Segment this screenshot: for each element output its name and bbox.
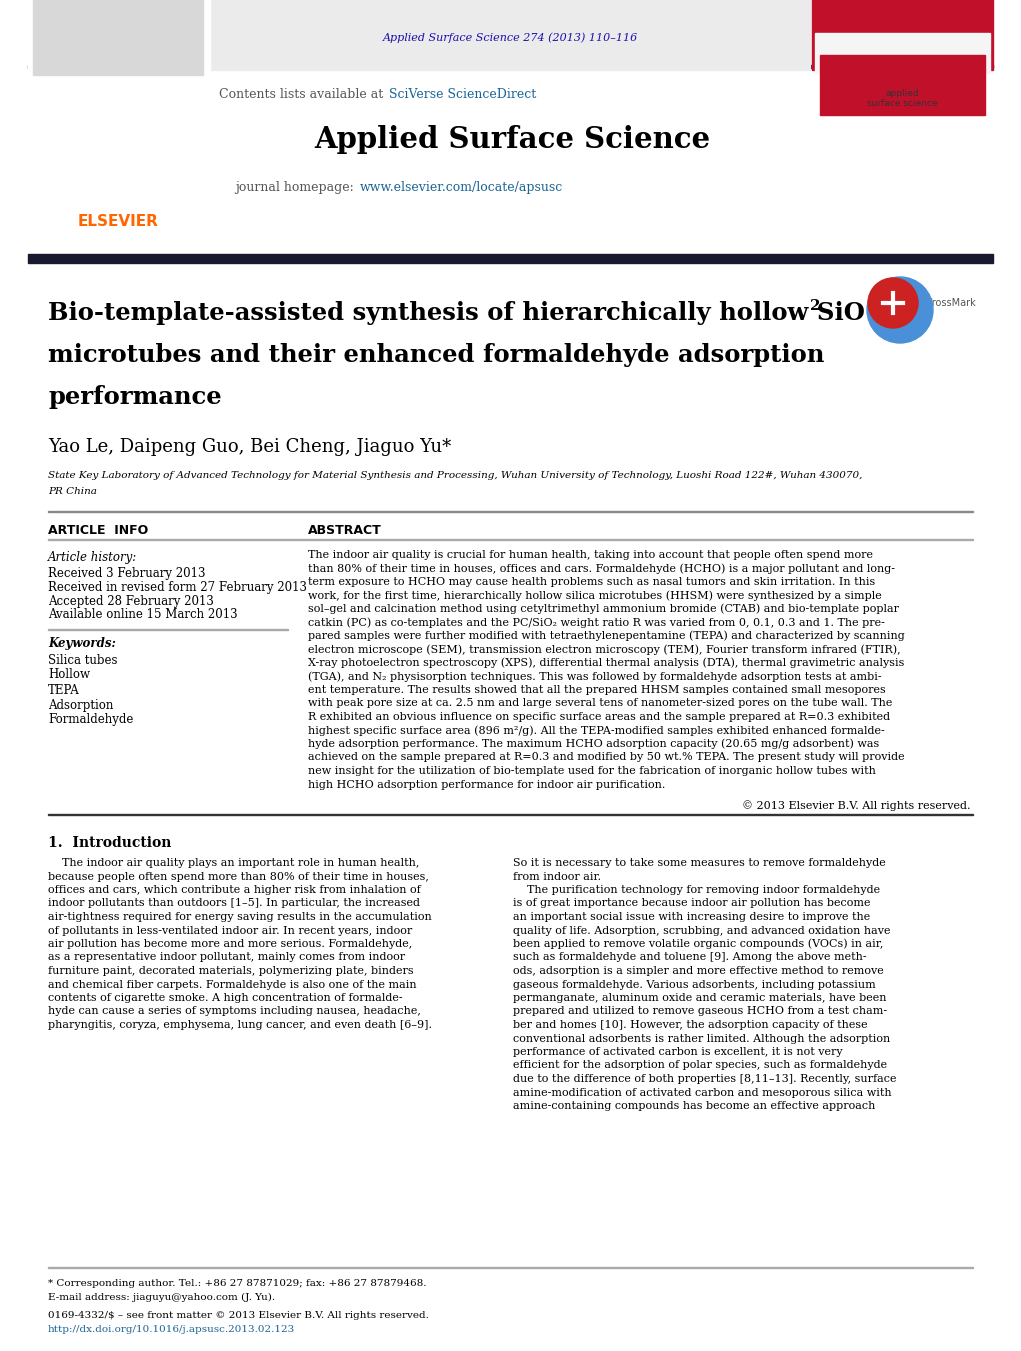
Text: than 80% of their time in houses, offices and cars. Formaldehyde (HCHO) is a maj: than 80% of their time in houses, office… xyxy=(308,563,895,574)
Text: permanganate, aluminum oxide and ceramic materials, have been: permanganate, aluminum oxide and ceramic… xyxy=(513,993,886,1002)
Text: R exhibited an obvious influence on specific surface areas and the sample prepar: R exhibited an obvious influence on spec… xyxy=(308,712,890,721)
Text: furniture paint, decorated materials, polymerizing plate, binders: furniture paint, decorated materials, po… xyxy=(48,966,414,975)
Text: The indoor air quality is crucial for human health, taking into account that peo: The indoor air quality is crucial for hu… xyxy=(308,550,873,561)
Text: pharyngitis, coryza, emphysema, lung cancer, and even death [6–9].: pharyngitis, coryza, emphysema, lung can… xyxy=(48,1020,432,1029)
Text: because people often spend more than 80% of their time in houses,: because people often spend more than 80%… xyxy=(48,871,429,881)
Text: Yao Le, Daipeng Guo, Bei Cheng, Jiaguo Yu*: Yao Le, Daipeng Guo, Bei Cheng, Jiaguo Y… xyxy=(48,438,451,457)
Text: ELSEVIER: ELSEVIER xyxy=(78,215,158,230)
Text: Formaldehyde: Formaldehyde xyxy=(48,713,134,727)
Text: catkin (PC) as co-templates and the PC/SiO₂ weight ratio R was varied from 0, 0.: catkin (PC) as co-templates and the PC/S… xyxy=(308,617,885,628)
Bar xyxy=(28,65,993,68)
Text: from indoor air.: from indoor air. xyxy=(513,871,601,881)
Text: hyde can cause a series of symptoms including nausea, headache,: hyde can cause a series of symptoms incl… xyxy=(48,1006,421,1016)
Text: SciVerse ScienceDirect: SciVerse ScienceDirect xyxy=(389,89,536,101)
Text: amine-modification of activated carbon and mesoporous silica with: amine-modification of activated carbon a… xyxy=(513,1088,891,1097)
Text: pared samples were further modified with tetraethylenepentamine (TEPA) and chara: pared samples were further modified with… xyxy=(308,631,905,642)
Text: Keywords:: Keywords: xyxy=(48,638,115,650)
Text: ARTICLE  INFO: ARTICLE INFO xyxy=(48,523,148,536)
Text: E-mail address: jiaguyu@yahoo.com (J. Yu).: E-mail address: jiaguyu@yahoo.com (J. Yu… xyxy=(48,1293,275,1301)
Text: Hollow: Hollow xyxy=(48,669,90,681)
Text: of pollutants in less-ventilated indoor air. In recent years, indoor: of pollutants in less-ventilated indoor … xyxy=(48,925,412,935)
Text: due to the difference of both properties [8,11–13]. Recently, surface: due to the difference of both properties… xyxy=(513,1074,896,1084)
Bar xyxy=(815,32,990,73)
Text: journal homepage:: journal homepage: xyxy=(235,181,358,195)
Text: highest specific surface area (896 m²/g). All the TEPA-modified samples exhibite: highest specific surface area (896 m²/g)… xyxy=(308,725,885,736)
Text: ber and homes [10]. However, the adsorption capacity of these: ber and homes [10]. However, the adsorpt… xyxy=(513,1020,868,1029)
Text: quality of life. Adsorption, scrubbing, and advanced oxidation have: quality of life. Adsorption, scrubbing, … xyxy=(513,925,890,935)
Text: term exposure to HCHO may cause health problems such as nasal tumors and skin ir: term exposure to HCHO may cause health p… xyxy=(308,577,875,586)
Bar xyxy=(210,0,810,70)
Text: gaseous formaldehyde. Various adsorbents, including potassium: gaseous formaldehyde. Various adsorbents… xyxy=(513,979,876,989)
Text: 0169-4332/$ – see front matter © 2013 Elsevier B.V. All rights reserved.: 0169-4332/$ – see front matter © 2013 El… xyxy=(48,1312,429,1320)
Text: X-ray photoelectron spectroscopy (XPS), differential thermal analysis (DTA), the: X-ray photoelectron spectroscopy (XPS), … xyxy=(308,658,905,669)
Text: been applied to remove volatile organic compounds (VOCs) in air,: been applied to remove volatile organic … xyxy=(513,939,883,950)
Text: State Key Laboratory of Advanced Technology for Material Synthesis and Processin: State Key Laboratory of Advanced Technol… xyxy=(48,471,863,481)
Text: ABSTRACT: ABSTRACT xyxy=(308,523,382,536)
Text: The indoor air quality plays an important role in human health,: The indoor air quality plays an importan… xyxy=(48,858,420,867)
Bar xyxy=(28,0,210,70)
Text: work, for the first time, hierarchically hollow silica microtubes (HHSM) were sy: work, for the first time, hierarchically… xyxy=(308,590,882,601)
Text: Accepted 28 February 2013: Accepted 28 February 2013 xyxy=(48,594,213,608)
Text: an important social issue with increasing desire to improve the: an important social issue with increasin… xyxy=(513,912,870,921)
Text: achieved on the sample prepared at R=0.3 and modified by 50 wt.% TEPA. The prese: achieved on the sample prepared at R=0.3… xyxy=(308,753,905,762)
Text: high HCHO adsorption performance for indoor air purification.: high HCHO adsorption performance for ind… xyxy=(308,780,666,789)
Text: Article history:: Article history: xyxy=(48,551,137,565)
Bar xyxy=(812,0,993,70)
Text: air pollution has become more and more serious. Formaldehyde,: air pollution has become more and more s… xyxy=(48,939,412,948)
Text: www.elsevier.com/locate/apsusc: www.elsevier.com/locate/apsusc xyxy=(360,181,564,195)
Bar xyxy=(48,813,973,815)
Text: So it is necessary to take some measures to remove formaldehyde: So it is necessary to take some measures… xyxy=(513,858,886,867)
Text: ent temperature. The results showed that all the prepared HHSM samples contained: ent temperature. The results showed that… xyxy=(308,685,886,694)
Text: prepared and utilized to remove gaseous HCHO from a test cham-: prepared and utilized to remove gaseous … xyxy=(513,1006,887,1016)
Text: © 2013 Elsevier B.V. All rights reserved.: © 2013 Elsevier B.V. All rights reserved… xyxy=(741,801,970,812)
Text: amine-containing compounds has become an effective approach: amine-containing compounds has become an… xyxy=(513,1101,875,1111)
Bar xyxy=(28,254,993,263)
Text: Applied Surface Science 274 (2013) 110–116: Applied Surface Science 274 (2013) 110–1… xyxy=(383,32,638,43)
Text: with peak pore size at ca. 2.5 nm and large several tens of nanometer-sized pore: with peak pore size at ca. 2.5 nm and la… xyxy=(308,698,892,708)
Text: is of great importance because indoor air pollution has become: is of great importance because indoor ai… xyxy=(513,898,871,908)
Text: sol–gel and calcination method using cetyltrimethyl ammonium bromide (CTAB) and : sol–gel and calcination method using cet… xyxy=(308,604,900,615)
Text: electron microscope (SEM), transmission electron microscopy (TEM), Fourier trans: electron microscope (SEM), transmission … xyxy=(308,644,901,655)
Circle shape xyxy=(868,278,918,328)
Text: and chemical fiber carpets. Formaldehyde is also one of the main: and chemical fiber carpets. Formaldehyde… xyxy=(48,979,417,989)
Text: microtubes and their enhanced formaldehyde adsorption: microtubes and their enhanced formaldehy… xyxy=(48,343,824,367)
Circle shape xyxy=(867,277,933,343)
Text: as a representative indoor pollutant, mainly comes from indoor: as a representative indoor pollutant, ma… xyxy=(48,952,405,962)
Text: new insight for the utilization of bio-template used for the fabrication of inor: new insight for the utilization of bio-t… xyxy=(308,766,876,775)
Text: CrossMark: CrossMark xyxy=(925,299,976,308)
Text: * Corresponding author. Tel.: +86 27 87871029; fax: +86 27 87879468.: * Corresponding author. Tel.: +86 27 878… xyxy=(48,1278,427,1288)
Text: ods, adsorption is a simpler and more effective method to remove: ods, adsorption is a simpler and more ef… xyxy=(513,966,884,975)
Text: Received in revised form 27 February 2013: Received in revised form 27 February 201… xyxy=(48,581,307,593)
Text: hyde adsorption performance. The maximum HCHO adsorption capacity (20.65 mg/g ad: hyde adsorption performance. The maximum… xyxy=(308,739,879,750)
Bar xyxy=(33,0,203,76)
Text: The purification technology for removing indoor formaldehyde: The purification technology for removing… xyxy=(513,885,880,894)
Text: performance: performance xyxy=(48,385,222,409)
Text: contents of cigarette smoke. A high concentration of formalde-: contents of cigarette smoke. A high conc… xyxy=(48,993,402,1002)
Text: conventional adsorbents is rather limited. Although the adsorption: conventional adsorbents is rather limite… xyxy=(513,1034,890,1043)
Text: 1.  Introduction: 1. Introduction xyxy=(48,836,172,850)
Text: Bio-template-assisted synthesis of hierarchically hollow SiO: Bio-template-assisted synthesis of hiera… xyxy=(48,301,865,326)
Text: Contents lists available at: Contents lists available at xyxy=(218,89,387,101)
Text: air-tightness required for energy saving results in the accumulation: air-tightness required for energy saving… xyxy=(48,912,432,921)
Text: Applied Surface Science: Applied Surface Science xyxy=(313,126,710,154)
Text: indoor pollutants than outdoors [1–5]. In particular, the increased: indoor pollutants than outdoors [1–5]. I… xyxy=(48,898,420,908)
Text: TEPA: TEPA xyxy=(48,684,80,697)
Bar xyxy=(820,55,985,115)
Text: performance of activated carbon is excellent, it is not very: performance of activated carbon is excel… xyxy=(513,1047,842,1056)
Text: offices and cars, which contribute a higher risk from inhalation of: offices and cars, which contribute a hig… xyxy=(48,885,421,894)
Text: 2: 2 xyxy=(810,299,821,313)
Text: Received 3 February 2013: Received 3 February 2013 xyxy=(48,566,205,580)
Text: surface science: surface science xyxy=(867,100,937,108)
Text: efficient for the adsorption of polar species, such as formaldehyde: efficient for the adsorption of polar sp… xyxy=(513,1061,887,1070)
Text: such as formaldehyde and toluene [9]. Among the above meth-: such as formaldehyde and toluene [9]. Am… xyxy=(513,952,867,962)
Text: http://dx.doi.org/10.1016/j.apsusc.2013.02.123: http://dx.doi.org/10.1016/j.apsusc.2013.… xyxy=(48,1325,295,1335)
Text: (TGA), and N₂ physisorption techniques. This was followed by formaldehyde adsorp: (TGA), and N₂ physisorption techniques. … xyxy=(308,671,881,682)
Text: Available online 15 March 2013: Available online 15 March 2013 xyxy=(48,608,238,621)
Text: applied: applied xyxy=(885,89,919,97)
Text: Silica tubes: Silica tubes xyxy=(48,654,117,666)
Text: Adsorption: Adsorption xyxy=(48,698,113,712)
Text: PR China: PR China xyxy=(48,488,97,497)
